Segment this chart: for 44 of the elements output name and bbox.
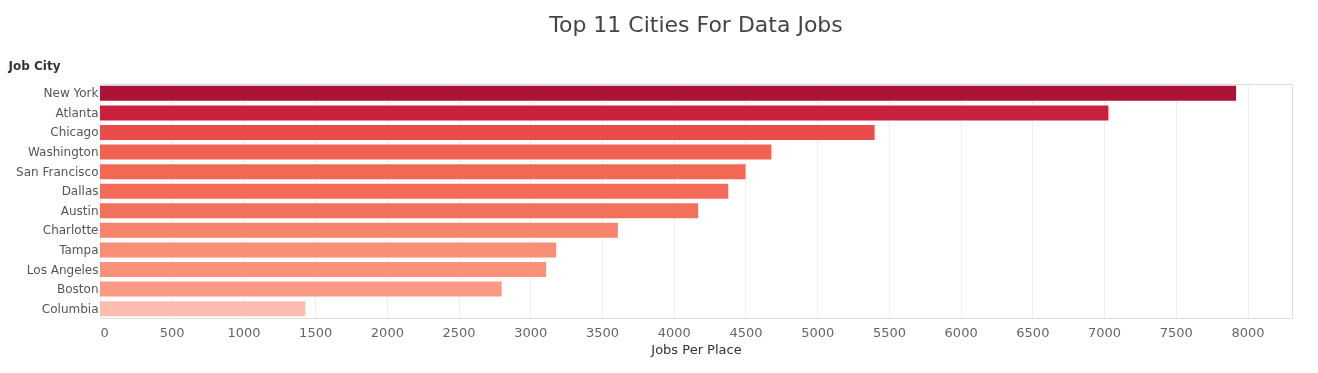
bar bbox=[100, 203, 699, 219]
y-tick-label: New York bbox=[43, 86, 99, 101]
bar bbox=[100, 85, 1237, 101]
y-tick-label: Atlanta bbox=[55, 105, 99, 120]
x-tick-label: 6000 bbox=[944, 324, 978, 340]
y-axis-title: Job City bbox=[7, 58, 61, 73]
chart-title: Top 11 Cities For Data Jobs bbox=[548, 12, 843, 37]
y-tick-label: Columbia bbox=[41, 301, 99, 316]
bar bbox=[100, 164, 746, 180]
bar bbox=[100, 262, 547, 278]
bar bbox=[100, 222, 618, 238]
bar bbox=[100, 301, 306, 317]
x-tick-label: 5500 bbox=[872, 324, 906, 340]
y-tick-label: Charlotte bbox=[42, 223, 99, 238]
x-tick-label: 500 bbox=[159, 324, 185, 340]
x-tick-label: 1500 bbox=[299, 324, 333, 340]
y-tick-label: Los Angeles bbox=[26, 262, 99, 277]
x-tick-label: 8000 bbox=[1231, 324, 1265, 340]
y-tick-label: Dallas bbox=[61, 184, 99, 199]
y-tick-label: Chicago bbox=[50, 125, 99, 140]
y-tick-label: Boston bbox=[57, 282, 99, 297]
x-tick-label: 6500 bbox=[1016, 324, 1050, 340]
bar bbox=[100, 124, 875, 140]
y-tick-label: Washington bbox=[27, 145, 99, 160]
x-tick-label: 3000 bbox=[514, 324, 548, 340]
bar bbox=[100, 144, 772, 160]
x-tick-label: 2500 bbox=[442, 324, 476, 340]
y-tick-label: Austin bbox=[60, 203, 99, 218]
bar bbox=[100, 242, 557, 258]
x-tick-label: 3500 bbox=[586, 324, 620, 340]
x-tick-label: 2000 bbox=[370, 324, 404, 340]
x-axis-title: Jobs Per Place bbox=[650, 341, 742, 357]
x-tick-label: 7500 bbox=[1159, 324, 1193, 340]
bar bbox=[100, 183, 729, 199]
x-tick-label: 7000 bbox=[1088, 324, 1122, 340]
y-tick-label: San Francisco bbox=[16, 164, 99, 179]
y-tick-label: Tampa bbox=[58, 242, 99, 257]
bar bbox=[100, 281, 502, 297]
x-tick-label: 0 bbox=[100, 324, 109, 340]
x-tick-label: 1000 bbox=[227, 324, 261, 340]
x-tick-label: 4500 bbox=[729, 324, 763, 340]
x-tick-label: 4000 bbox=[657, 324, 691, 340]
x-tick-label: 5000 bbox=[801, 324, 835, 340]
bar bbox=[100, 105, 1109, 121]
